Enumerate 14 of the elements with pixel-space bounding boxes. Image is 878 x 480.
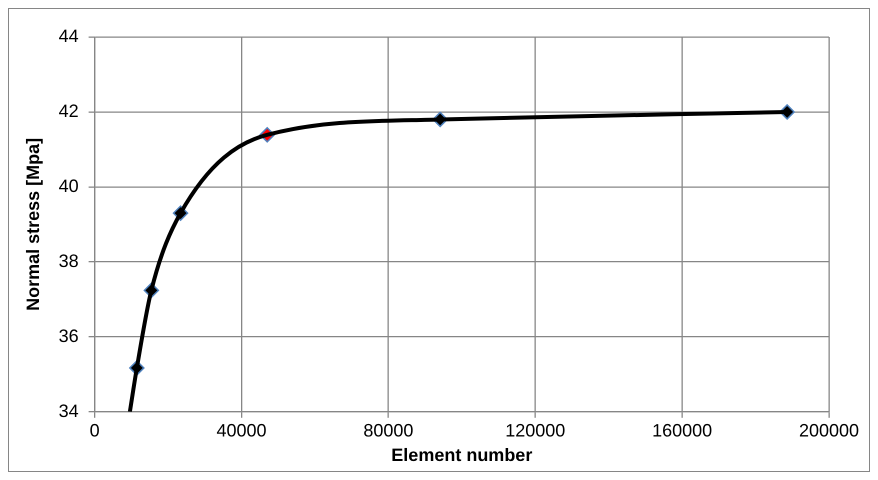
y-tick-label: 40 (58, 176, 79, 196)
y-axis-title: Normal stress [Mpa] (22, 138, 43, 311)
x-tick-label: 160000 (652, 420, 712, 441)
y-tick-label: 36 (58, 326, 79, 346)
y-tick-label: 44 (58, 26, 79, 46)
x-tick-label: 120000 (505, 420, 566, 441)
y-tick-label: 38 (58, 250, 79, 271)
x-tick-label: 0 (90, 420, 100, 441)
x-tick-label: 200000 (798, 420, 860, 441)
y-tick-label: 34 (58, 400, 79, 421)
x-tick-label: 40000 (216, 420, 267, 441)
x-tick-label: 80000 (363, 420, 414, 441)
y-tick-label: 42 (58, 100, 79, 121)
x-axis-title: Element number (391, 445, 532, 466)
